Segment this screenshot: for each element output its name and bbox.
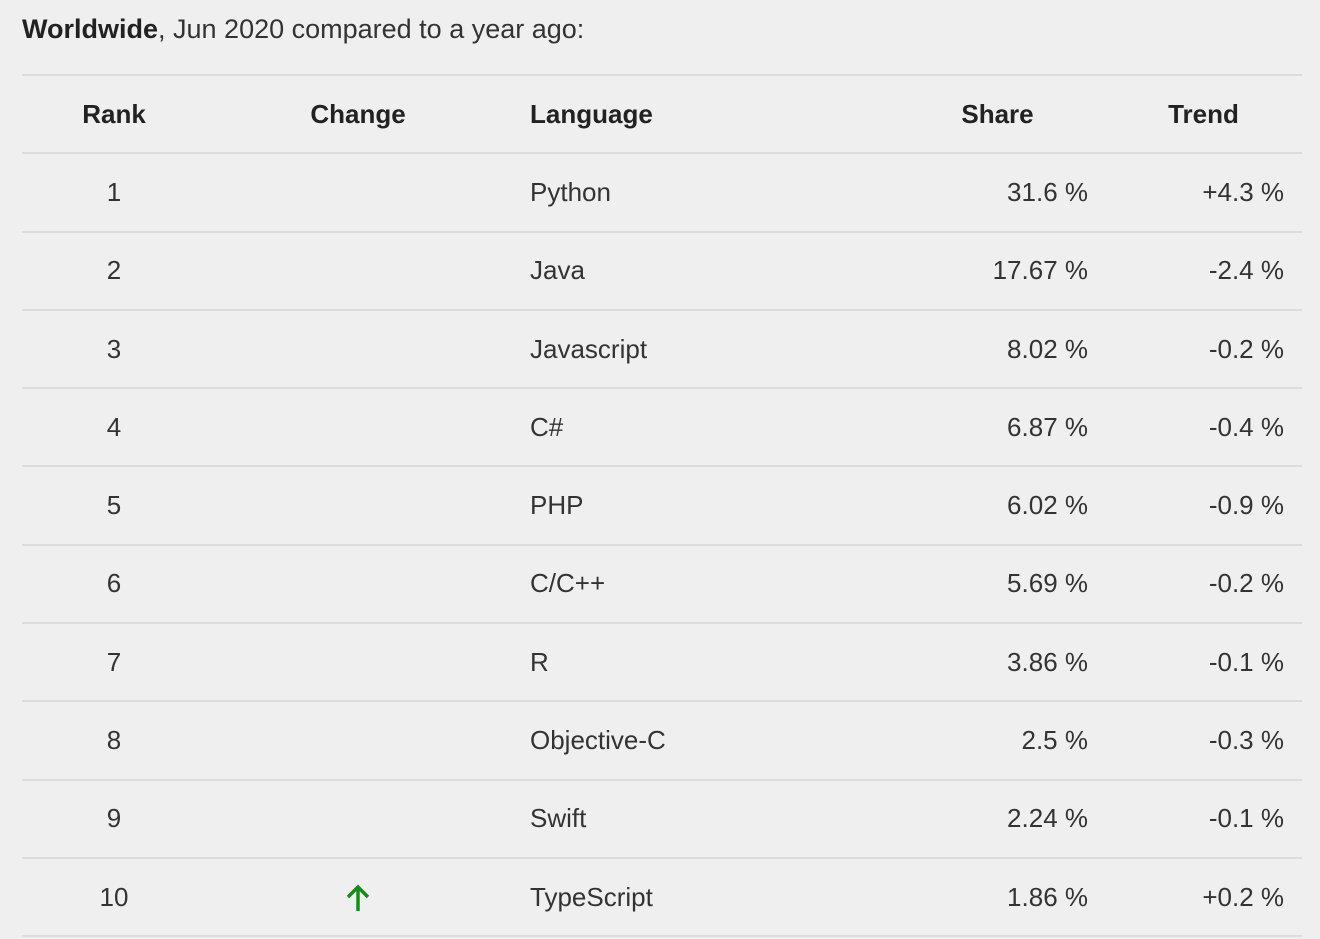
change-cell [206,701,510,779]
column-header: Change [310,98,406,129]
trend-cell: -0.1 % [1208,646,1284,677]
trend-cell: -0.2 % [1208,568,1284,599]
share-cell: 31.6 % [1007,176,1088,207]
change-cell [206,858,510,936]
header-text: , Jun 2020 compared to a year ago: [158,14,585,44]
change-cell [206,232,510,310]
language-cell: TypeScript [530,881,653,912]
share-cell: 2.5 % [1021,725,1089,756]
trend-cell: -0.9 % [1208,490,1284,521]
change-cell [206,388,510,466]
change-cell [206,153,510,231]
rank-cell: 7 [106,646,122,677]
table-row: 2 Java 17.67 % -2.4 % [22,231,1302,310]
header-bold: Worldwide [22,14,159,44]
rank-cell: 6 [106,568,122,599]
column-header: Rank [82,98,146,129]
trend-cell: +0.2 % [1202,881,1284,912]
table-row: 5 PHP 6.02 % -0.9 % [22,466,1302,544]
table-row: 4 C# 6.87 % -0.4 % [22,388,1302,466]
table-row: 6 C/C++ 5.69 % -0.2 % [22,544,1302,623]
rank-cell: 9 [106,803,122,834]
table-row: 7 R 3.86 % -0.1 % [22,623,1302,701]
rank-cell: 2 [106,255,122,286]
trend-cell: -2.4 % [1208,255,1284,286]
language-cell: Java [530,255,585,286]
share-cell: 17.67 % [992,255,1088,286]
trend-cell: -0.1 % [1208,803,1284,834]
rank-cell: 5 [106,490,122,521]
rank-cell: 8 [106,725,122,756]
rank-cell: 3 [106,333,122,364]
share-cell: 8.02 % [1007,333,1088,364]
language-cell: Swift [530,803,587,834]
change-cell [206,545,510,623]
table-row: 8 Objective-C 2.5 % -0.3 % [22,701,1302,779]
table-row: 3 Javascript 8.02 % -0.2 % [22,309,1302,388]
language-cell: Objective-C [530,725,666,756]
language-cell: C# [530,411,564,442]
change-cell [206,466,510,544]
share-cell: 6.87 % [1007,411,1088,442]
language-cell: R [530,646,549,677]
trend-cell: -0.3 % [1208,725,1284,756]
share-cell: 2.24 % [1007,803,1088,834]
language-cell: C/C++ [530,568,606,599]
trend-cell: -0.4 % [1208,411,1284,442]
column-header: Share [961,98,1034,129]
trend-cell: -0.2 % [1208,333,1284,364]
header: Worldwide, Jun 2020 compared to a year a… [22,14,584,45]
language-cell: Javascript [530,333,648,364]
rank-cell: 1 [106,176,122,207]
rank-cell: 10 [99,881,129,912]
share-cell: 5.69 % [1007,568,1088,599]
share-cell: 1.86 % [1007,881,1088,912]
language-cell: Python [530,176,611,207]
share-cell: 3.86 % [1007,646,1088,677]
up-arrow-icon [346,884,370,912]
share-cell: 6.02 % [1007,490,1088,521]
language-cell: PHP [530,490,584,521]
rank-cell: 4 [106,411,122,442]
trend-cell: +4.3 % [1202,176,1284,207]
change-cell [206,623,510,701]
table-row: 10 TypeScript 1.86 % +0.2 % [22,857,1302,937]
column-header: Language [530,98,653,129]
change-cell [206,310,510,388]
column-header: Trend [1168,98,1239,129]
change-cell [206,780,510,858]
header-row: Rank Change Language Share Trend [22,75,1302,154]
table-row: 9 Swift 2.24 % -0.1 % [22,779,1302,858]
ranking-table: Rank Change Language Share Trend 1 Python 31.6… [22,74,1302,937]
table-row: 1 Python 31.6 % +4.3 % [22,153,1302,231]
